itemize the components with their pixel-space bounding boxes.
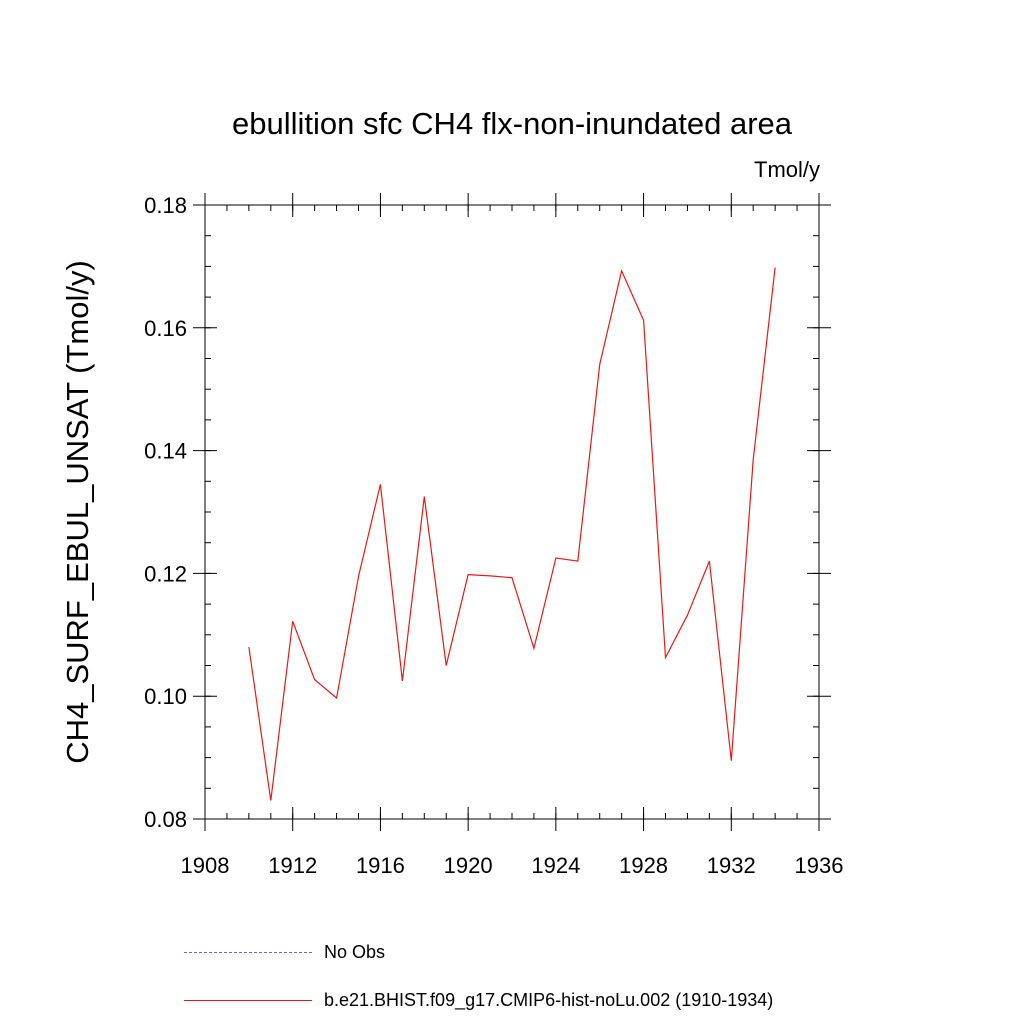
x-tick-label: 1916 [356, 853, 405, 878]
y-tick-label: 0.08 [144, 807, 187, 832]
x-tick-label: 1912 [268, 853, 317, 878]
chart-title: ebullition sfc CH4 flx-non-inundated are… [231, 106, 793, 141]
y-tick-label: 0.18 [144, 193, 187, 218]
y-tick-label: 0.14 [144, 439, 187, 464]
legend-label: b.e21.BHIST.f09_g17.CMIP6-hist-noLu.002 … [324, 989, 774, 1010]
x-tick-label: 1936 [795, 853, 844, 878]
units-label: Tmol/y [754, 157, 820, 182]
x-tick-label: 1924 [531, 853, 580, 878]
y-tick-label: 0.12 [144, 561, 187, 586]
plot-frame [204, 204, 820, 820]
legend-item-model: b.e21.BHIST.f09_g17.CMIP6-hist-noLu.002 … [184, 988, 773, 1012]
y-tick-label: 0.16 [144, 316, 187, 341]
x-tick-label: 1932 [707, 853, 756, 878]
x-tick-label: 1908 [181, 853, 230, 878]
y-tick-label: 0.10 [144, 684, 187, 709]
legend-swatch-solid [184, 999, 312, 1001]
legend-item-no-obs: No Obs [184, 940, 385, 964]
series-line [248, 267, 776, 801]
legend-label: No Obs [324, 941, 386, 962]
x-tick-label: 1928 [619, 853, 668, 878]
x-tick-label: 1920 [444, 853, 493, 878]
legend-swatch-dashed [184, 951, 312, 953]
